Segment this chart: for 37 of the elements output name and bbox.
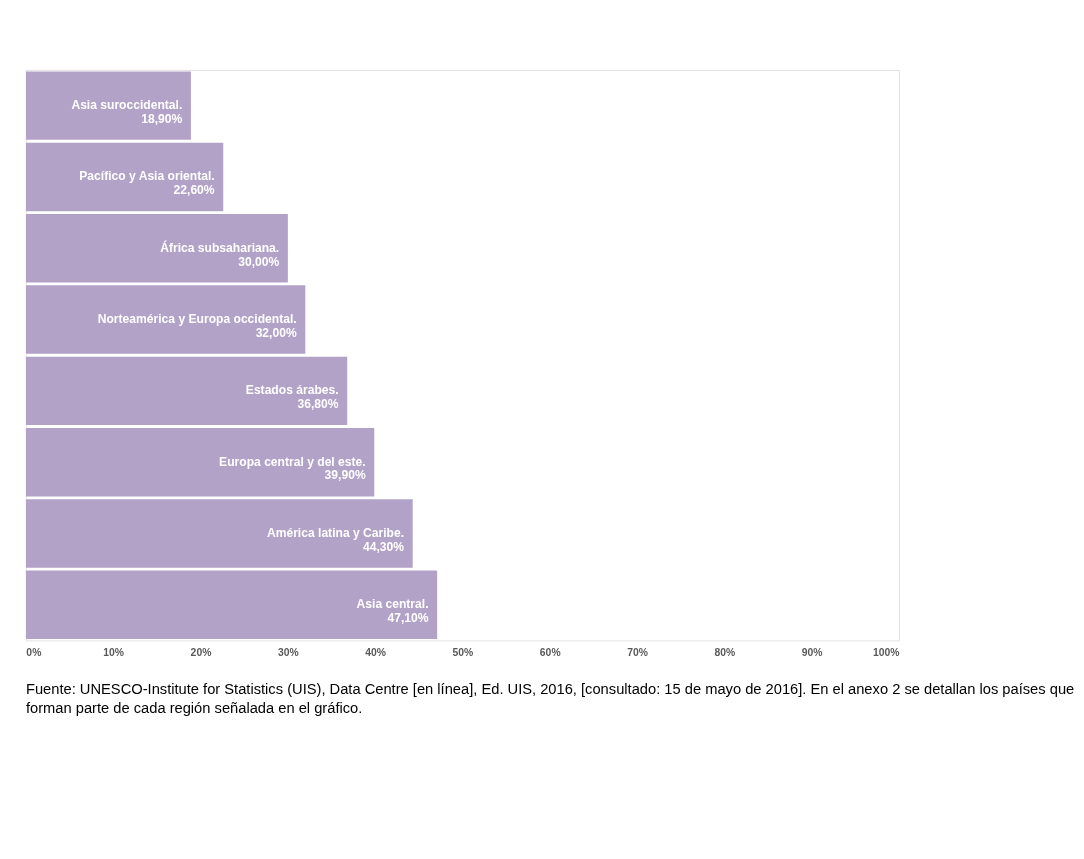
data-label: 47,10% — [387, 611, 429, 626]
y-tick-label: Asia suroccidental. — [71, 98, 183, 113]
data-label: 39,90% — [324, 468, 366, 483]
x-tick-label: 80% — [714, 646, 736, 658]
y-tick-label: Norteamérica y Europa occidental. — [97, 312, 297, 327]
data-label: 32,00% — [255, 325, 297, 340]
data-label: 18,90% — [141, 111, 183, 126]
text: forman parte de cada región señalada en el gráfico. — [25, 700, 363, 717]
x-tick-label: 40% — [365, 646, 386, 658]
data-label: 30,00% — [238, 254, 280, 269]
y-tick-label: Pacífico y Asia oriental. — [79, 169, 215, 184]
x-tick-label: 90% — [801, 646, 823, 658]
bar — [25, 570, 438, 640]
x-tick-label: 20% — [190, 646, 212, 658]
x-tick-label: 50% — [452, 646, 474, 658]
x-tick-label: 30% — [277, 646, 299, 658]
data-label: 44,30% — [363, 539, 405, 554]
bar — [25, 356, 348, 426]
bar — [25, 285, 306, 354]
y-tick-label: África subsahariana. — [160, 239, 280, 255]
data-label: 22,60% — [173, 183, 215, 198]
bar — [25, 499, 413, 568]
source-note: Fuente: UNESCO-Institute for Statistics (UIS), Data Centre [en línea], Ed. UIS, 2016, [consultado: 15 de mayo de 2016]. En el anexo 2 se detallan los países que — [25, 681, 1075, 698]
y-tick-label: Europa central y del este. — [219, 454, 366, 469]
y-tick-label: Asia central. — [356, 597, 429, 612]
bar — [25, 427, 375, 497]
x-tick-label: 0% — [26, 646, 42, 658]
x-tick-label: 10% — [103, 646, 125, 658]
y-tick-label: Estados árabes. — [245, 383, 339, 398]
x-tick-label: 100% — [872, 646, 900, 658]
bar — [25, 71, 191, 140]
y-tick-label: América latina y Caribe. — [266, 525, 405, 540]
data-label: 36,80% — [297, 397, 339, 412]
bar — [25, 142, 224, 212]
x-tick-label: 70% — [627, 646, 648, 658]
x-tick-label: 60% — [539, 646, 561, 658]
bar — [25, 214, 288, 283]
